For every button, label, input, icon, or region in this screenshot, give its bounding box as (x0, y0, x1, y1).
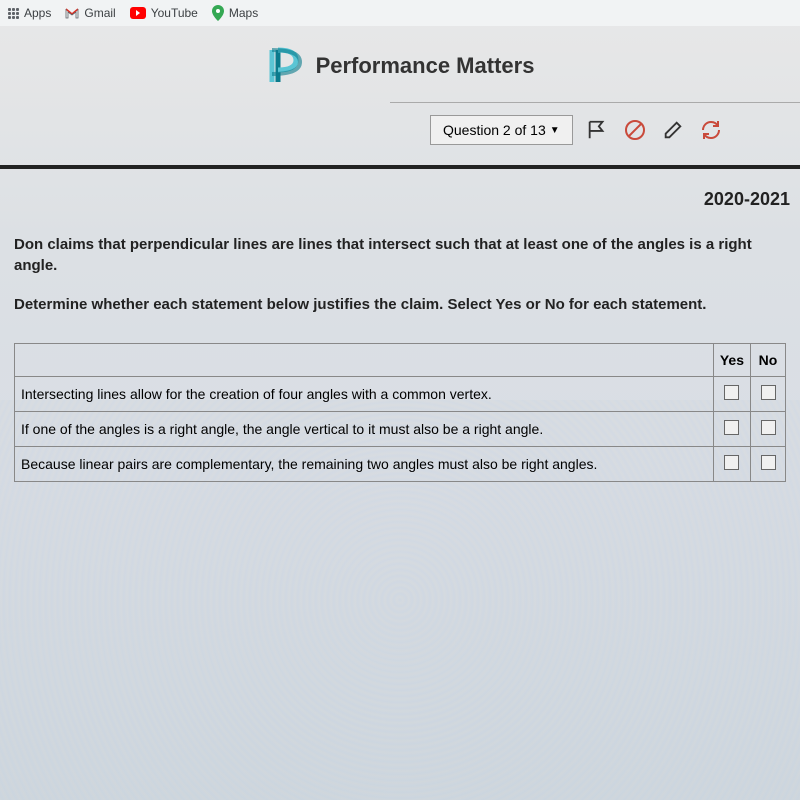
table-row: If one of the angles is a right angle, t… (15, 412, 786, 447)
apps-grid-icon (8, 8, 19, 19)
checkbox-yes[interactable] (724, 420, 739, 435)
question-instruction: Determine whether each statement below j… (14, 296, 786, 313)
table-header-no: No (751, 344, 786, 377)
header-divider (390, 102, 800, 103)
statement-cell: Because linear pairs are complementary, … (15, 447, 714, 482)
brand-row: Performance Matters (0, 46, 800, 86)
bookmark-gmail[interactable]: Gmail (65, 6, 115, 20)
table-row: Intersecting lines allow for the creatio… (15, 377, 786, 412)
youtube-icon (130, 7, 146, 19)
maps-pin-icon (212, 5, 224, 21)
pencil-icon[interactable] (661, 118, 685, 142)
statement-cell: Intersecting lines allow for the creatio… (15, 377, 714, 412)
table-header-yes: Yes (713, 344, 750, 377)
bookmark-apps[interactable]: Apps (8, 6, 51, 20)
header-section: Performance Matters Question 2 of 13 ▼ (0, 26, 800, 145)
bookmark-maps-label: Maps (229, 6, 258, 20)
bookmark-apps-label: Apps (24, 6, 51, 20)
tool-icons-group (585, 118, 723, 142)
table-row: Because linear pairs are complementary, … (15, 447, 786, 482)
brand-title: Performance Matters (316, 53, 535, 79)
question-body: Don claims that perpendicular lines are … (0, 234, 800, 482)
bookmark-youtube-label: YouTube (151, 6, 198, 20)
brand-logo-icon (266, 46, 306, 86)
cancel-circle-icon[interactable] (623, 118, 647, 142)
answer-table: Yes No Intersecting lines allow for the … (14, 343, 786, 482)
checkbox-no[interactable] (761, 420, 776, 435)
bookmarks-bar: Apps Gmail YouTube Maps (0, 0, 800, 26)
black-divider (0, 165, 800, 169)
question-dropdown-label: Question 2 of 13 (443, 122, 546, 138)
checkbox-no[interactable] (761, 455, 776, 470)
checkbox-yes[interactable] (724, 385, 739, 400)
flag-icon[interactable] (585, 118, 609, 142)
bookmark-youtube[interactable]: YouTube (130, 6, 198, 20)
year-label: 2020-2021 (0, 189, 800, 210)
checkbox-yes[interactable] (724, 455, 739, 470)
question-dropdown[interactable]: Question 2 of 13 ▼ (430, 115, 573, 145)
refresh-icon[interactable] (699, 118, 723, 142)
toolbar-row: Question 2 of 13 ▼ (430, 115, 800, 145)
bookmark-maps[interactable]: Maps (212, 5, 258, 21)
question-statement: Don claims that perpendicular lines are … (14, 234, 786, 276)
gmail-icon (65, 8, 79, 19)
bookmark-gmail-label: Gmail (84, 6, 115, 20)
table-header-empty (15, 344, 714, 377)
chevron-down-icon: ▼ (550, 125, 560, 136)
checkbox-no[interactable] (761, 385, 776, 400)
statement-cell: If one of the angles is a right angle, t… (15, 412, 714, 447)
